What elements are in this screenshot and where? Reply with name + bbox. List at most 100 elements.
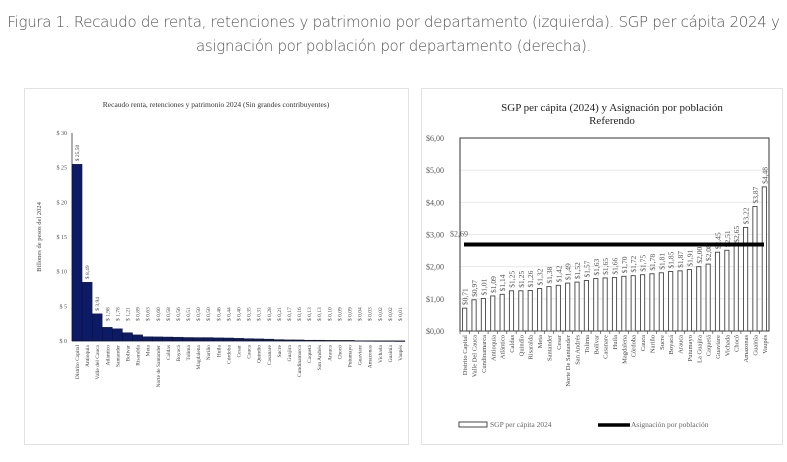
left-bar-data-label: $ 0,51 <box>185 307 192 321</box>
right-chart-title: SGP per cápita (2024) y Asignación por p… <box>501 102 723 114</box>
right-bar <box>668 271 674 332</box>
left-x-category-label: Vichada <box>378 344 384 363</box>
left-bar-data-label: $ 0,56 <box>175 307 182 321</box>
left-bar-data-label: $ 1,21 <box>125 307 132 321</box>
right-x-category-label: San Andrés <box>575 335 582 365</box>
left-bar <box>283 339 295 342</box>
left-x-category-label: Caquetá <box>307 344 313 363</box>
left-bar <box>81 281 93 342</box>
left-x-category-label: Vaupés <box>398 345 404 361</box>
left-bar-data-label: $ 0,10 <box>326 307 333 321</box>
left-bar <box>303 339 315 342</box>
right-bar <box>471 299 477 332</box>
left-bar <box>354 340 365 342</box>
right-bar-data-label: $1,38 <box>545 266 554 283</box>
left-x-category-label: Boyacá <box>176 344 182 361</box>
left-x-category-label: Norte de Santander <box>156 345 162 388</box>
left-bar-data-label: $ 25,50 <box>74 144 81 161</box>
right-bar <box>677 270 683 332</box>
right-x-category-label: Antioquia <box>490 335 497 361</box>
right-bar <box>658 272 664 332</box>
right-bar <box>508 290 515 332</box>
left-bar <box>172 336 184 342</box>
left-y-tick-label: $ 25 <box>57 165 68 172</box>
right-bar-data-label: $0,97 <box>470 280 479 297</box>
right-bar <box>640 274 646 332</box>
left-x-category-label: Chocó <box>337 345 343 360</box>
right-bar-data-label: $0,71 <box>461 288 470 305</box>
right-bar <box>546 286 552 332</box>
right-x-category-label: Cauca <box>640 335 647 351</box>
left-bar <box>253 338 264 342</box>
left-bar <box>71 164 83 342</box>
right-bar-data-label: $1,81 <box>657 253 666 270</box>
right-bar-data-label: $1,85 <box>667 251 676 268</box>
right-bar <box>602 277 608 332</box>
left-bar <box>92 313 103 342</box>
left-bar-data-label: $ 0,28 <box>266 307 273 321</box>
left-bar <box>293 339 305 342</box>
right-bar-data-label: $1,49 <box>564 263 573 280</box>
right-bar-data-label: $1,57 <box>582 260 591 277</box>
right-x-category-label: La Guajira <box>696 335 703 363</box>
right-bar-data-label: $1,66 <box>611 257 620 274</box>
right-bar <box>462 307 468 332</box>
right-bar-data-label: $1,52 <box>573 262 582 279</box>
caption-line-2: asignación por población por departament… <box>196 37 591 55</box>
left-bar <box>263 338 274 342</box>
right-bar-data-label: $3,22 <box>742 207 751 224</box>
right-x-category-label: Caldas <box>509 335 516 353</box>
right-x-category-label: Chocó <box>734 335 741 352</box>
left-x-category-label: Valle del Cauca <box>95 344 101 379</box>
right-x-category-label: Cundinamarca <box>481 335 488 373</box>
right-bar <box>518 290 524 332</box>
left-y-tick-label: $ 30 <box>57 130 68 137</box>
right-x-category-label: Atlántico <box>500 335 507 359</box>
left-bar <box>182 337 194 342</box>
right-x-category-label: Guaviare <box>715 335 722 359</box>
left-bar <box>152 336 163 342</box>
right-bar <box>583 280 589 332</box>
left-bar-data-label: $ 0,01 <box>397 307 404 321</box>
right-bar-data-label: $1,78 <box>648 254 657 271</box>
left-x-category-label: Distrito Capital <box>75 345 81 380</box>
right-bar <box>743 226 749 332</box>
left-x-category-label: Bolívar <box>126 345 132 362</box>
right-chart-svg: SGP per cápita (2024) y Asignación por p… <box>426 102 770 429</box>
left-chart-svg: Recaudo renta, retenciones y patrimonio … <box>36 100 406 388</box>
left-y-tick-label: $ 10 <box>57 269 68 276</box>
right-bar-data-label: $1,65 <box>601 258 610 275</box>
left-bar <box>122 332 133 342</box>
left-y-tick-label: $ 15 <box>57 234 68 241</box>
left-chart-panel: Recaudo renta, retenciones y patrimonio … <box>24 88 409 445</box>
right-bar <box>705 263 711 332</box>
right-bar <box>724 249 730 332</box>
left-bar <box>314 339 325 342</box>
left-bar-data-label: $ 0,04 <box>357 307 364 321</box>
left-x-category-label: Huila <box>216 344 222 357</box>
right-x-category-label: Nariño <box>649 335 656 353</box>
right-x-category-label: Valle Del Cauca <box>472 335 479 377</box>
right-bar-data-label: $1,42 <box>554 265 563 282</box>
left-bar <box>223 337 234 342</box>
left-bar <box>192 337 204 342</box>
right-x-category-label: Boyacá <box>668 335 675 355</box>
figure-caption: Figura 1. Recaudo de renta, retenciones … <box>0 10 787 58</box>
left-bar-data-label: $ 0,35 <box>246 307 253 321</box>
left-x-category-label: Guaviare <box>358 344 364 365</box>
right-x-category-label: Casanare <box>603 335 610 359</box>
left-x-category-label: Antioquia <box>85 344 91 367</box>
right-bar <box>761 186 767 332</box>
right-bar <box>621 275 627 332</box>
left-x-category-label: Meta <box>146 344 152 356</box>
right-x-category-label: Córdoba <box>631 335 638 358</box>
left-x-category-label: Tolima <box>186 344 192 360</box>
left-x-category-label: Cundinamarca <box>297 344 303 377</box>
left-bar <box>102 327 113 342</box>
right-bar-data-label: $3,87 <box>751 186 760 203</box>
right-bar-data-label: $1,72 <box>629 256 638 273</box>
right-bar <box>649 273 655 332</box>
left-x-category-label: Casanare <box>267 344 273 365</box>
right-bar <box>565 282 571 332</box>
right-x-category-label: Tolima <box>584 335 591 353</box>
